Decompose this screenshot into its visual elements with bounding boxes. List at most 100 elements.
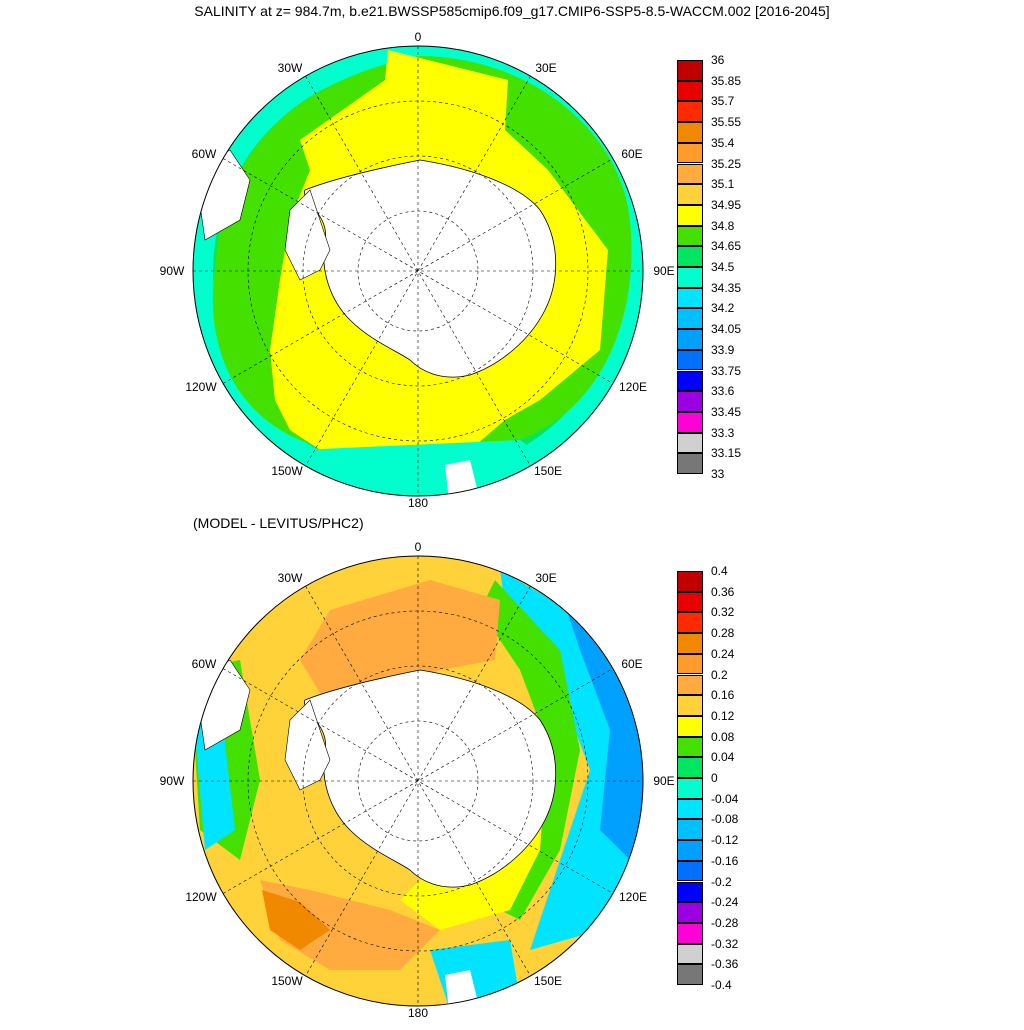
colorbar-tick-label: -0.24 [711,895,739,910]
ocean-bottom-band [300,440,560,496]
colorbar-tick-label: 35.4 [711,135,735,150]
diff-lon-label-30e: 30E [535,571,556,585]
lon-label-0: 0 [415,30,422,44]
colorbar-swatch [677,329,703,350]
diff-lon-label-30w: 30W [278,571,303,585]
lon-label-150w: 150W [271,464,303,478]
colorbar-swatch [677,411,703,433]
map-boundary [192,45,644,497]
colorbar-swatch [677,163,703,185]
colorbar-tick-label: 0.12 [711,708,735,723]
diff-southwest-high [260,880,440,970]
colorbar-tick-label: 36 [711,53,725,67]
colorbar-tick-label: 33.6 [711,384,735,399]
colorbar-swatch [677,612,703,634]
colorbar-swatch [677,101,703,123]
lon-label-30e: 30E [535,61,556,75]
colorbar-swatch [677,225,703,247]
lon-label-30w: 30W [278,61,303,75]
colorbar-swatch [677,633,703,654]
colorbar-swatch [677,674,703,696]
colorbar-swatch [677,736,703,758]
colorbar-tick-label: 35.7 [711,94,735,109]
colorbar-swatch [677,391,703,412]
diff-lon-label-60e: 60E [621,657,642,671]
colorbar-tick-label: 0.32 [711,605,735,620]
colorbar-swatch [677,142,703,164]
colorbar-tick-label: 34.35 [711,280,742,295]
diff-lon-label-180: 180 [408,1006,428,1020]
colorbar-tick-label: 33.9 [711,342,735,357]
colorbar-tick-label: 0.4 [711,564,728,578]
colorbar-swatch [677,122,703,143]
colorbar-tick-label: -0.12 [711,833,739,848]
colorbar-swatch [677,902,703,923]
antarctic-peninsula [284,189,331,281]
colorbar-tick-label: 34.95 [711,197,742,212]
colorbar-tick-label: 35.25 [711,156,742,171]
colorbar-tick-label: 0 [711,771,718,785]
colorbar-swatch [677,757,703,778]
colorbar-tick-label: 33 [711,467,725,481]
lon-label-120e: 120E [619,380,647,394]
lon-label-90e: 90E [653,264,674,278]
colorbar-swatch [677,184,703,205]
colorbar-swatch [677,798,703,820]
lon-label-90w: 90W [160,264,185,278]
colorbar-tick-label: 0.24 [711,646,735,661]
colorbar-swatch [677,964,703,985]
colorbar-tick-label: 33.3 [711,425,735,440]
colorbar-tick-label: -0.08 [711,812,739,827]
colorbar-swatch [677,881,703,903]
colorbar-swatch [677,778,703,799]
colorbar-swatch [677,204,703,226]
colorbar-swatch [677,715,703,737]
colorbar-swatch [677,653,703,675]
diff-lon-label-150e: 150E [534,974,562,988]
colorbar-tick-label: 0.28 [711,626,735,641]
difference-map: 0 30E 60E 90E 120E 150E 180 150W 120W 90… [0,530,860,1030]
salinity-map: 0 30E 60E 90E 120E 150E 180 150W 120W 90… [0,20,860,520]
colorbar-tick-label: 0.36 [711,584,735,599]
colorbar-tick-label: 34.05 [711,322,742,337]
colorbar-swatch [677,80,703,102]
diff-lon-label-150w: 150W [271,974,303,988]
colorbar-tick-label: 35.1 [711,177,735,192]
colorbar-tick-label: -0.36 [711,957,739,972]
diff-lon-label-90w: 90W [160,774,185,788]
colorbar-swatch [677,267,703,288]
colorbar-swatch [677,308,703,330]
colorbar-swatch [677,432,703,454]
colorbar-tick-label: 35.55 [711,115,742,130]
colorbar-swatch [677,819,703,841]
diff-lon-label-90e: 90E [653,774,674,788]
graticule [193,46,643,496]
colorbar-swatch [677,349,703,371]
lon-label-60e: 60E [621,147,642,161]
colorbar-tick-label: -0.16 [711,853,739,868]
colorbar-swatch [677,943,703,965]
colorbar-tick-label: 0.08 [711,729,735,744]
colorbar-tick-label: 34.2 [711,301,735,316]
colorbar-tick-label: 0.04 [711,750,735,765]
colorbar-tick-label: -0.28 [711,915,739,930]
lon-label-120w: 120W [185,380,217,394]
diff-lon-label-120e: 120E [619,890,647,904]
colorbar-tick-label: 33.45 [711,404,742,419]
colorbar-swatch [677,287,703,309]
lon-label-180: 180 [408,496,428,510]
figure-title: SALINITY at z= 984.7m, b.e21.BWSSP585cmi… [194,3,830,19]
colorbar-swatch [677,922,703,944]
colorbar-tick-label: -0.04 [711,791,739,806]
lon-label-150e: 150E [534,464,562,478]
diff-lon-label-120w: 120W [185,890,217,904]
diff-central-high [300,580,500,710]
colorbar-swatch [677,591,703,613]
colorbar-swatch [677,840,703,861]
colorbar-swatch [677,860,703,882]
diff-lon-label-60w: 60W [192,657,217,671]
colorbar-tick-label: -0.2 [711,874,732,889]
diff-antarctic-peninsula [284,699,331,791]
colorbar-tick-label: 35.85 [711,73,742,88]
diff-east-green [480,580,580,920]
